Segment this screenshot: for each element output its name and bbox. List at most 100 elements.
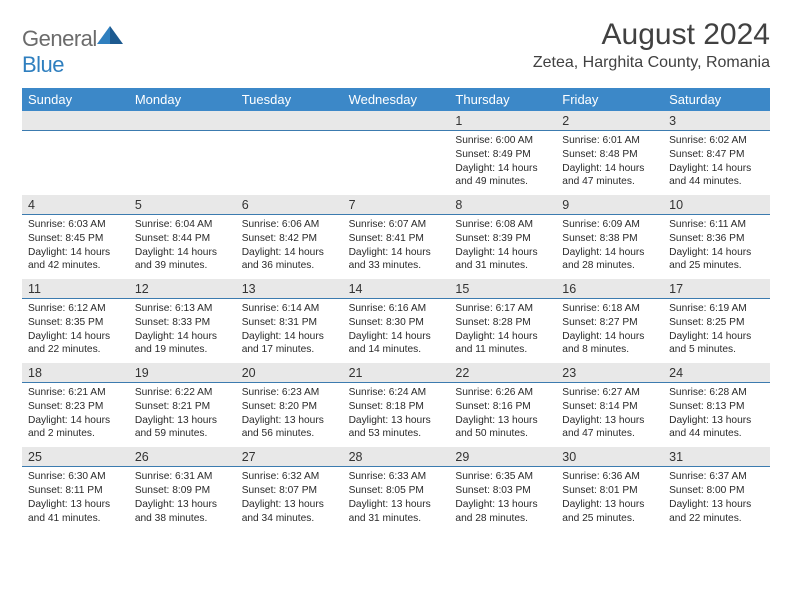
detail-line: Sunset: 8:47 PM xyxy=(669,148,764,162)
day-number: 25 xyxy=(22,447,129,466)
day-number: 16 xyxy=(556,279,663,298)
day-number: 22 xyxy=(449,363,556,382)
day-number: 30 xyxy=(556,447,663,466)
detail-line: Sunrise: 6:19 AM xyxy=(669,302,764,316)
title-block: August 2024 Zetea, Harghita County, Roma… xyxy=(533,18,770,72)
detail-line: Sunset: 8:25 PM xyxy=(669,316,764,330)
day-detail xyxy=(236,131,343,195)
logo-triangle-icon xyxy=(97,24,123,46)
detail-line: and 53 minutes. xyxy=(349,427,444,441)
day-detail: Sunrise: 6:02 AMSunset: 8:47 PMDaylight:… xyxy=(663,131,770,195)
detail-line: Sunrise: 6:07 AM xyxy=(349,218,444,232)
detail-line: Daylight: 14 hours xyxy=(562,330,657,344)
detail-line: Daylight: 14 hours xyxy=(455,330,550,344)
day-number xyxy=(343,111,450,130)
day-header: Sunday xyxy=(22,88,129,111)
day-number-row: 45678910 xyxy=(22,195,770,215)
detail-line: and 19 minutes. xyxy=(135,343,230,357)
detail-line: Sunrise: 6:08 AM xyxy=(455,218,550,232)
detail-line: Sunrise: 6:12 AM xyxy=(28,302,123,316)
detail-line: Sunset: 8:41 PM xyxy=(349,232,444,246)
day-detail: Sunrise: 6:13 AMSunset: 8:33 PMDaylight:… xyxy=(129,299,236,363)
day-detail: Sunrise: 6:12 AMSunset: 8:35 PMDaylight:… xyxy=(22,299,129,363)
detail-line: Sunrise: 6:31 AM xyxy=(135,470,230,484)
day-header: Tuesday xyxy=(236,88,343,111)
detail-line: Daylight: 14 hours xyxy=(455,246,550,260)
day-number: 17 xyxy=(663,279,770,298)
detail-line: Sunrise: 6:16 AM xyxy=(349,302,444,316)
detail-line: Sunset: 8:38 PM xyxy=(562,232,657,246)
detail-line: Daylight: 14 hours xyxy=(562,246,657,260)
day-detail: Sunrise: 6:07 AMSunset: 8:41 PMDaylight:… xyxy=(343,215,450,279)
day-number: 27 xyxy=(236,447,343,466)
day-number: 6 xyxy=(236,195,343,214)
detail-line: and 47 minutes. xyxy=(562,175,657,189)
detail-line: Daylight: 14 hours xyxy=(349,330,444,344)
day-number: 19 xyxy=(129,363,236,382)
detail-line: Sunrise: 6:02 AM xyxy=(669,134,764,148)
detail-line: Sunset: 8:45 PM xyxy=(28,232,123,246)
detail-line: Sunset: 8:27 PM xyxy=(562,316,657,330)
detail-line: Sunrise: 6:37 AM xyxy=(669,470,764,484)
day-detail: Sunrise: 6:03 AMSunset: 8:45 PMDaylight:… xyxy=(22,215,129,279)
detail-line: Daylight: 14 hours xyxy=(669,330,764,344)
day-number: 1 xyxy=(449,111,556,130)
day-detail: Sunrise: 6:36 AMSunset: 8:01 PMDaylight:… xyxy=(556,467,663,531)
detail-line: and 14 minutes. xyxy=(349,343,444,357)
detail-line: and 49 minutes. xyxy=(455,175,550,189)
detail-line: Sunrise: 6:27 AM xyxy=(562,386,657,400)
day-detail: Sunrise: 6:33 AMSunset: 8:05 PMDaylight:… xyxy=(343,467,450,531)
day-detail: Sunrise: 6:00 AMSunset: 8:49 PMDaylight:… xyxy=(449,131,556,195)
detail-line: Daylight: 13 hours xyxy=(562,498,657,512)
day-number: 24 xyxy=(663,363,770,382)
day-detail xyxy=(129,131,236,195)
detail-line: Sunrise: 6:36 AM xyxy=(562,470,657,484)
day-number-row: 123 xyxy=(22,111,770,131)
detail-line: Daylight: 14 hours xyxy=(455,162,550,176)
detail-line: Daylight: 13 hours xyxy=(242,414,337,428)
detail-line: Sunrise: 6:04 AM xyxy=(135,218,230,232)
detail-line: Sunset: 8:44 PM xyxy=(135,232,230,246)
detail-line: and 28 minutes. xyxy=(562,259,657,273)
detail-line: and 50 minutes. xyxy=(455,427,550,441)
calendar-page: GeneralBlue August 2024 Zetea, Harghita … xyxy=(0,0,792,539)
day-number: 13 xyxy=(236,279,343,298)
detail-line: Sunset: 8:23 PM xyxy=(28,400,123,414)
detail-line: Daylight: 13 hours xyxy=(242,498,337,512)
detail-line: Daylight: 13 hours xyxy=(349,414,444,428)
detail-line: Daylight: 14 hours xyxy=(28,414,123,428)
detail-line: Sunset: 8:07 PM xyxy=(242,484,337,498)
day-detail xyxy=(22,131,129,195)
day-detail-row: Sunrise: 6:00 AMSunset: 8:49 PMDaylight:… xyxy=(22,131,770,195)
detail-line: Sunset: 8:09 PM xyxy=(135,484,230,498)
day-detail: Sunrise: 6:23 AMSunset: 8:20 PMDaylight:… xyxy=(236,383,343,447)
detail-line: Sunrise: 6:35 AM xyxy=(455,470,550,484)
detail-line: Sunset: 8:42 PM xyxy=(242,232,337,246)
day-header-row: SundayMondayTuesdayWednesdayThursdayFrid… xyxy=(22,88,770,111)
day-number: 3 xyxy=(663,111,770,130)
detail-line: Sunset: 8:11 PM xyxy=(28,484,123,498)
day-detail: Sunrise: 6:01 AMSunset: 8:48 PMDaylight:… xyxy=(556,131,663,195)
day-detail: Sunrise: 6:30 AMSunset: 8:11 PMDaylight:… xyxy=(22,467,129,531)
detail-line: Sunrise: 6:00 AM xyxy=(455,134,550,148)
detail-line: Daylight: 14 hours xyxy=(28,246,123,260)
detail-line: and 44 minutes. xyxy=(669,175,764,189)
detail-line: and 5 minutes. xyxy=(669,343,764,357)
detail-line: and 22 minutes. xyxy=(28,343,123,357)
day-detail: Sunrise: 6:08 AMSunset: 8:39 PMDaylight:… xyxy=(449,215,556,279)
detail-line: and 33 minutes. xyxy=(349,259,444,273)
detail-line: Daylight: 14 hours xyxy=(349,246,444,260)
detail-line: and 38 minutes. xyxy=(135,512,230,526)
detail-line: Sunset: 8:20 PM xyxy=(242,400,337,414)
logo-general: General xyxy=(22,26,97,51)
day-number-row: 11121314151617 xyxy=(22,279,770,299)
day-number: 7 xyxy=(343,195,450,214)
logo-blue: Blue xyxy=(22,52,64,77)
day-number: 12 xyxy=(129,279,236,298)
calendar: SundayMondayTuesdayWednesdayThursdayFrid… xyxy=(22,88,770,531)
day-number: 21 xyxy=(343,363,450,382)
day-detail: Sunrise: 6:19 AMSunset: 8:25 PMDaylight:… xyxy=(663,299,770,363)
detail-line: and 31 minutes. xyxy=(349,512,444,526)
day-number-row: 18192021222324 xyxy=(22,363,770,383)
day-number: 14 xyxy=(343,279,450,298)
